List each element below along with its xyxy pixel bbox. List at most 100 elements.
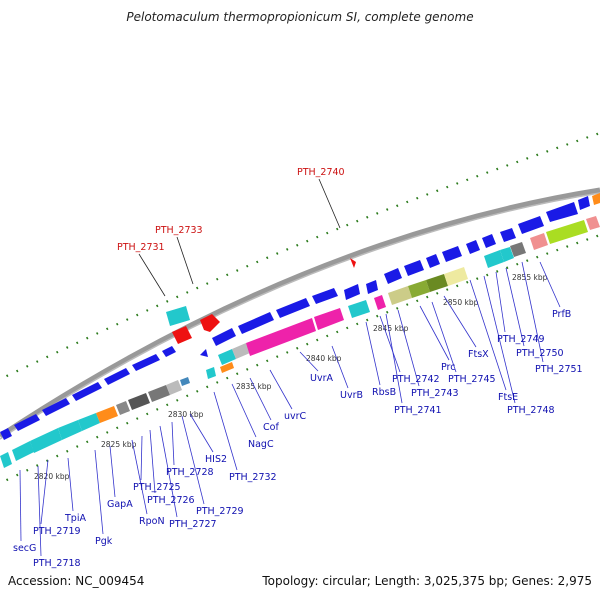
- gene-arrow[interactable]: [518, 216, 544, 234]
- gene-label[interactable]: UvrA: [310, 373, 333, 384]
- gene-label[interactable]: PTH_2742: [392, 374, 440, 385]
- gene-arrow[interactable]: [0, 428, 12, 440]
- gene-label[interactable]: Cof: [263, 422, 279, 433]
- gene-arrow[interactable]: [104, 368, 130, 385]
- gene-block[interactable]: [374, 295, 386, 310]
- gene-block[interactable]: [128, 393, 150, 410]
- gene-arrow[interactable]: [132, 354, 160, 371]
- gene-arrow[interactable]: [442, 246, 462, 262]
- gene-arrow[interactable]: [14, 414, 40, 431]
- inner-tick: [56, 454, 59, 458]
- gene-block[interactable]: [408, 280, 430, 298]
- gene-arrow[interactable]: [162, 346, 176, 357]
- gene-block[interactable]: [116, 401, 130, 415]
- gene-label[interactable]: PTH_2729: [196, 506, 244, 517]
- gene-label[interactable]: PTH_2750: [516, 348, 564, 359]
- gene-block[interactable]: [232, 343, 250, 359]
- outer-tick: [116, 322, 119, 326]
- gene-block[interactable]: [12, 441, 34, 461]
- gene-arrow[interactable]: [578, 196, 590, 210]
- gene-label-highlighted[interactable]: PTH_2731: [117, 242, 165, 253]
- gene-block[interactable]: [180, 377, 190, 386]
- gene-block[interactable]: [78, 413, 100, 431]
- gene-label[interactable]: TpiA: [64, 513, 86, 524]
- gene-block[interactable]: [58, 420, 82, 440]
- gene-block[interactable]: [166, 306, 190, 326]
- gene-block[interactable]: [30, 428, 62, 453]
- gene-block[interactable]: [246, 318, 316, 356]
- gene-label[interactable]: PTH_2741: [394, 405, 442, 416]
- gene-block[interactable]: [500, 247, 514, 262]
- gene-label[interactable]: PTH_2725: [133, 482, 181, 493]
- gene-block[interactable]: [586, 216, 600, 230]
- gene-block[interactable]: [206, 367, 216, 379]
- gene-arrow[interactable]: [312, 288, 338, 304]
- gene-label-highlighted[interactable]: PTH_2733: [155, 225, 203, 236]
- gene-block[interactable]: [484, 250, 504, 268]
- gene-arrow[interactable]: [366, 280, 378, 294]
- label-leader-line: [539, 261, 561, 308]
- gene-label[interactable]: uvrC: [284, 411, 307, 422]
- gene-label[interactable]: RbsB: [372, 387, 396, 398]
- gene-block[interactable]: [314, 308, 344, 330]
- gene-block[interactable]: [218, 349, 236, 365]
- gene-arrow[interactable]: [500, 228, 516, 242]
- gene-block[interactable]: [444, 267, 468, 286]
- gene-arrow[interactable]: [404, 260, 424, 276]
- gene-arrow[interactable]: [466, 240, 480, 254]
- gene-arrow[interactable]: [276, 298, 310, 318]
- gene-label[interactable]: PTH_2749: [497, 334, 545, 345]
- inner-tick: [195, 389, 199, 393]
- gene-block[interactable]: [546, 220, 588, 244]
- gene-label[interactable]: RpoN: [139, 516, 165, 527]
- gene-label[interactable]: PTH_2718: [33, 558, 81, 569]
- inner-tick: [116, 426, 119, 430]
- gene-label[interactable]: Prc: [441, 362, 455, 373]
- gene-block[interactable]: [172, 326, 192, 344]
- inner-tick: [486, 273, 489, 277]
- gene-block[interactable]: [426, 274, 448, 292]
- gene-block[interactable]: [148, 385, 170, 402]
- gene-arrow[interactable]: [482, 234, 496, 248]
- gene-label[interactable]: FtsE: [498, 392, 518, 403]
- outer-tick: [95, 332, 99, 335]
- gene-block[interactable]: [96, 406, 118, 423]
- gene-arrow[interactable]: [42, 398, 70, 416]
- gene-block[interactable]: [510, 242, 526, 257]
- gene-label[interactable]: PTH_2727: [169, 519, 217, 530]
- gene-label[interactable]: UvrB: [340, 390, 363, 401]
- gene-label[interactable]: PTH_2719: [33, 526, 81, 537]
- gene-label[interactable]: PTH_2751: [535, 364, 583, 375]
- gene-arrow[interactable]: [344, 284, 360, 300]
- gene-label[interactable]: PTH_2728: [166, 467, 214, 478]
- gene-arrow[interactable]: [546, 202, 578, 222]
- gene-block[interactable]: [592, 193, 600, 205]
- gene-label[interactable]: HIS2: [205, 454, 227, 465]
- gene-arrow[interactable]: [200, 349, 208, 357]
- gene-label[interactable]: PTH_2748: [507, 405, 555, 416]
- gene-block[interactable]: [200, 314, 220, 332]
- gene-label[interactable]: PTH_2726: [147, 495, 195, 506]
- gene-arrow[interactable]: [238, 312, 274, 334]
- gene-block[interactable]: [348, 300, 370, 318]
- gene-label[interactable]: PTH_2743: [411, 388, 459, 399]
- gene-label[interactable]: secG: [13, 543, 36, 554]
- gene-label[interactable]: PTH_2732: [229, 472, 277, 483]
- gene-block[interactable]: [530, 233, 548, 250]
- gene-arrow[interactable]: [212, 328, 236, 346]
- gene-arrow[interactable]: [72, 382, 102, 401]
- gene-label[interactable]: GapA: [107, 499, 133, 510]
- gene-label[interactable]: PrfB: [552, 309, 571, 320]
- gene-marker[interactable]: [350, 258, 356, 268]
- gene-label[interactable]: NagC: [248, 439, 274, 450]
- gene-label[interactable]: FtsX: [468, 349, 489, 360]
- gene-block[interactable]: [166, 380, 182, 395]
- gene-label-highlighted[interactable]: PTH_2740: [297, 167, 345, 178]
- gene-arrow[interactable]: [426, 254, 440, 268]
- gene-block[interactable]: [0, 452, 12, 468]
- gene-label[interactable]: PTH_2745: [448, 374, 496, 385]
- gene-label[interactable]: Pgk: [95, 536, 113, 547]
- gene-block[interactable]: [220, 362, 234, 373]
- gene-arrow[interactable]: [384, 268, 402, 284]
- gene-block[interactable]: [388, 286, 412, 305]
